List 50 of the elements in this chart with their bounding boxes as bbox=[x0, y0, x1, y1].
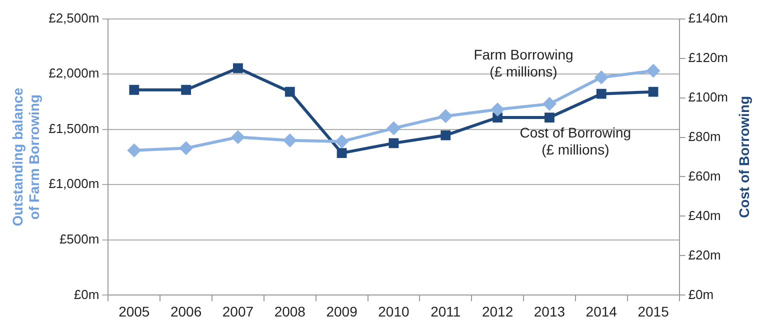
x-tick-label: 2008 bbox=[274, 303, 306, 320]
x-tick-label: 2011 bbox=[430, 303, 461, 320]
point bbox=[181, 84, 192, 95]
y2-axis-title: Cost of Borrowing bbox=[736, 96, 752, 218]
y2-tick-label: £120m bbox=[688, 50, 728, 65]
point bbox=[544, 112, 554, 122]
y2-tick-label: £60m bbox=[688, 168, 721, 184]
point bbox=[596, 88, 606, 99]
y2-tick-label: £100m bbox=[688, 89, 728, 104]
y-tick-label: £1,000m bbox=[48, 176, 100, 192]
x-tick-label: 2015 bbox=[638, 303, 670, 320]
point bbox=[233, 63, 243, 74]
x-tick-label: 2009 bbox=[326, 303, 358, 320]
point bbox=[284, 86, 295, 97]
y2-tick-label: £80m bbox=[688, 128, 721, 144]
point bbox=[129, 84, 140, 95]
point bbox=[282, 133, 297, 148]
x-tick-label: 2013 bbox=[534, 303, 566, 320]
point bbox=[542, 96, 556, 111]
y-tick-label: £0m bbox=[74, 286, 100, 302]
point bbox=[594, 70, 608, 84]
x-tick-label: 2010 bbox=[378, 303, 410, 320]
point bbox=[127, 143, 142, 158]
point bbox=[179, 141, 194, 156]
y2-tick-label: £0m bbox=[688, 286, 714, 302]
x-tick-label: 2012 bbox=[482, 303, 514, 320]
series-label: Farm Borrowing (£ millions) bbox=[474, 46, 574, 80]
point bbox=[336, 148, 347, 158]
x-tick-label: 2006 bbox=[170, 303, 202, 320]
x-tick-label: 2007 bbox=[222, 303, 254, 320]
point bbox=[438, 109, 453, 124]
point bbox=[646, 64, 660, 78]
y-tick-label: £2,000m bbox=[48, 66, 100, 81]
point bbox=[386, 121, 401, 136]
y-tick-label: £1,500m bbox=[48, 120, 100, 136]
y2-tick-label: £40m bbox=[688, 208, 721, 223]
x-tick-label: 2014 bbox=[586, 303, 618, 320]
y2-tick-label: £20m bbox=[688, 247, 721, 262]
point bbox=[440, 130, 451, 140]
point bbox=[334, 134, 349, 149]
point bbox=[648, 86, 658, 97]
series-label: Cost of Borrowing (£ millions) bbox=[520, 124, 632, 158]
y2-tick-label: £140m bbox=[688, 10, 728, 26]
point bbox=[388, 138, 399, 148]
y-tick-label: £500m bbox=[59, 232, 100, 246]
point bbox=[490, 102, 505, 116]
point bbox=[230, 130, 245, 144]
y-tick-label: £2,500m bbox=[48, 10, 100, 26]
y-axis-title: Outstanding balance of Farm Borrowing bbox=[9, 88, 42, 226]
x-tick-label: 2005 bbox=[118, 303, 150, 320]
